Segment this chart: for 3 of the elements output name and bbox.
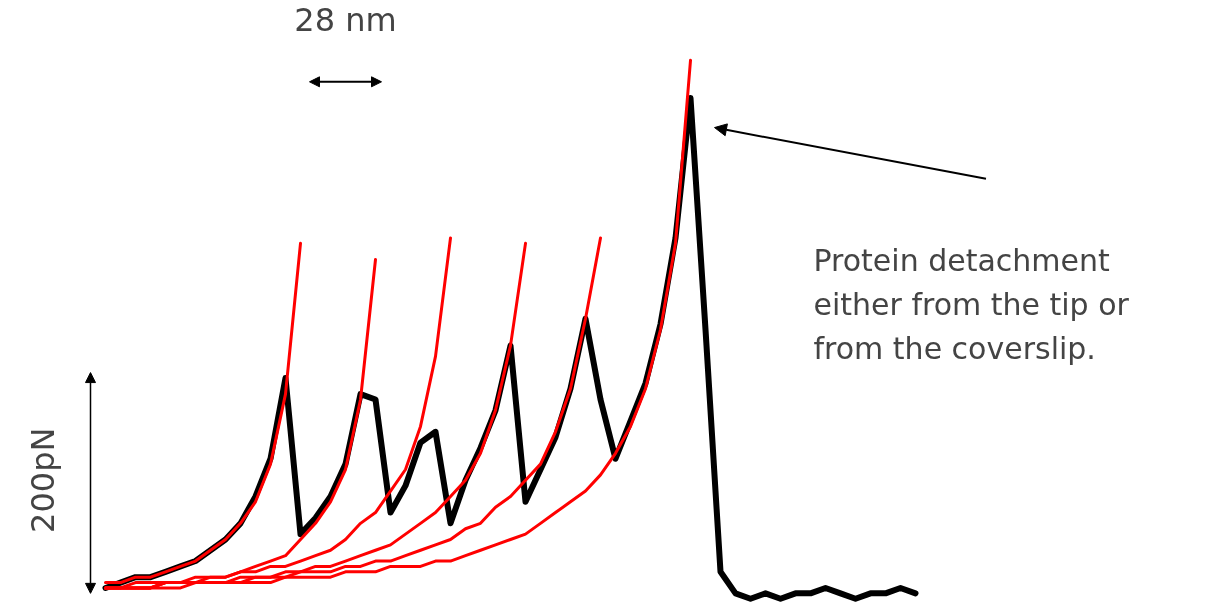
text: 28 nm	[294, 0, 397, 39]
text: 200pN	[23, 427, 62, 533]
annotation: Protein detachment either from the tip or from the coverslip.	[813, 243, 1130, 366]
